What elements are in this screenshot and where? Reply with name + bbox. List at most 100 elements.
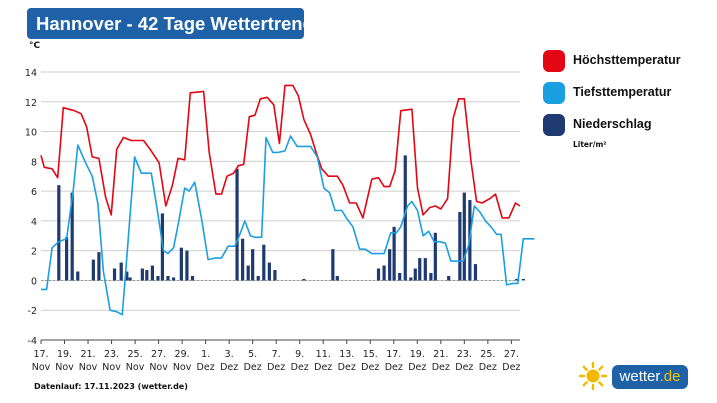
x-tick-day: 17. — [386, 349, 401, 360]
legend-label-high: Höchsttemperatur — [573, 53, 681, 67]
precipitation-bar — [413, 268, 417, 281]
precipitation-bar — [473, 264, 478, 281]
x-tick-day: 27. — [151, 349, 166, 360]
precipitation-bar — [76, 271, 80, 281]
precipitation-bar — [267, 262, 271, 281]
legend-swatch-low — [543, 82, 565, 104]
wetter-wordmark: wetter.de — [612, 365, 688, 389]
x-tick-day: 19. — [57, 349, 72, 360]
legend-unit-precip: Liter/m² — [573, 140, 607, 149]
precipitation-bar — [185, 250, 189, 281]
x-tick-month: Dez — [314, 362, 332, 373]
precipitation-bar — [335, 275, 339, 281]
y-tick-label: 6 — [31, 187, 37, 198]
y-tick-label: 8 — [31, 157, 37, 168]
page-title: Hannover - 42 Tage Wettertrend — [27, 8, 314, 39]
precipitation-bar — [119, 262, 123, 281]
legend-label-low: Tiefsttemperatur — [573, 85, 672, 99]
precipitation-bar — [256, 275, 260, 281]
x-tick-day: 29. — [175, 349, 190, 360]
sun-icon — [578, 361, 608, 391]
precipitation-bar — [241, 238, 245, 281]
y-tick-label: 0 — [31, 276, 37, 287]
precipitation-bar — [125, 271, 129, 281]
wetter-name: wetter — [619, 368, 660, 385]
x-tick-month: Nov — [102, 362, 121, 373]
precipitation-bar — [409, 277, 413, 281]
precipitation-bar — [423, 258, 427, 281]
x-tick-day: 9. — [295, 349, 304, 360]
precipitation-bar — [331, 249, 335, 281]
x-tick-day: 23. — [104, 349, 119, 360]
precipitation-bar — [273, 270, 277, 281]
y-tick-label: 12 — [25, 98, 37, 109]
precipitation-bar — [447, 275, 451, 281]
precipitation-bar — [112, 268, 117, 281]
x-tick-day: 11. — [316, 349, 331, 360]
x-tick-month: Dez — [408, 362, 426, 373]
x-tick-month: Nov — [79, 362, 98, 373]
y-tick-label: 10 — [25, 128, 37, 139]
x-tick-month: Dez — [244, 362, 262, 373]
precipitation-bar — [57, 185, 61, 281]
x-tick-month: Dez — [338, 362, 356, 373]
y-axis-unit: °C — [29, 41, 41, 51]
x-tick-day: 5. — [248, 349, 257, 360]
wetter-tld: .de — [659, 368, 681, 385]
y-tick-label: -4 — [28, 336, 37, 347]
x-tick-month: Dez — [197, 362, 215, 373]
data-run-footer: Datenlauf: 17.11.2023 (wetter.de) — [34, 382, 188, 391]
precipitation-bar — [388, 249, 392, 281]
precipitation-bar — [403, 155, 407, 281]
precipitation-bar — [376, 268, 381, 281]
precipitation-bar — [515, 278, 519, 281]
x-tick-day: 25. — [480, 349, 495, 360]
x-tick-day: 1. — [201, 349, 210, 360]
x-tick-month: Dez — [502, 362, 520, 373]
x-tick-month: Nov — [149, 362, 168, 373]
precipitation-bar — [97, 252, 101, 281]
x-tick-day: 15. — [363, 349, 378, 360]
x-tick-day: 23. — [457, 349, 472, 360]
legend-label-precip: Niederschlag — [573, 117, 652, 131]
x-tick-month: Dez — [385, 362, 403, 373]
precipitation-bar — [190, 275, 195, 281]
wetter-logo[interactable]: wetter.de — [578, 361, 690, 391]
x-tick-month: Nov — [126, 362, 145, 373]
precipitation-bar — [171, 277, 176, 281]
y-tick-label: 2 — [31, 247, 37, 258]
x-tick-day: 19. — [410, 349, 425, 360]
y-tick-label: 4 — [31, 217, 37, 228]
precipitation-bar — [70, 192, 74, 281]
precipitation-bar — [128, 277, 132, 281]
precipitation-bar — [251, 249, 255, 281]
x-tick-day: 7. — [272, 349, 281, 360]
precipitation-bar — [65, 237, 69, 281]
precipitation-bar — [429, 273, 433, 281]
y-tick-label: -2 — [28, 306, 37, 317]
precipitation-bar — [418, 258, 422, 281]
x-tick-month: Dez — [291, 362, 309, 373]
precipitation-bar — [150, 265, 154, 281]
x-tick-month: Dez — [432, 362, 450, 373]
x-tick-month: Dez — [220, 362, 238, 373]
precipitation-bar — [140, 268, 144, 281]
precipitation-bar — [458, 211, 462, 281]
x-tick-month: Nov — [32, 362, 51, 373]
high-temperature-line — [40, 84, 521, 219]
x-tick-day: 3. — [225, 349, 234, 360]
y-tick-label: 14 — [25, 68, 37, 79]
x-tick-day: 25. — [128, 349, 143, 360]
x-tick-day: 13. — [339, 349, 354, 360]
precipitation-bar — [166, 275, 170, 281]
x-tick-month: Dez — [361, 362, 379, 373]
x-tick-day: 17. — [33, 349, 48, 360]
precipitation-bar — [179, 247, 183, 281]
x-tick-day: 21. — [433, 349, 448, 360]
precipitation-bar — [91, 259, 95, 281]
x-tick-month: Nov — [173, 362, 192, 373]
precipitation-bar — [262, 244, 266, 281]
low-temperature-line — [41, 135, 535, 316]
precipitation-bar — [302, 278, 306, 281]
